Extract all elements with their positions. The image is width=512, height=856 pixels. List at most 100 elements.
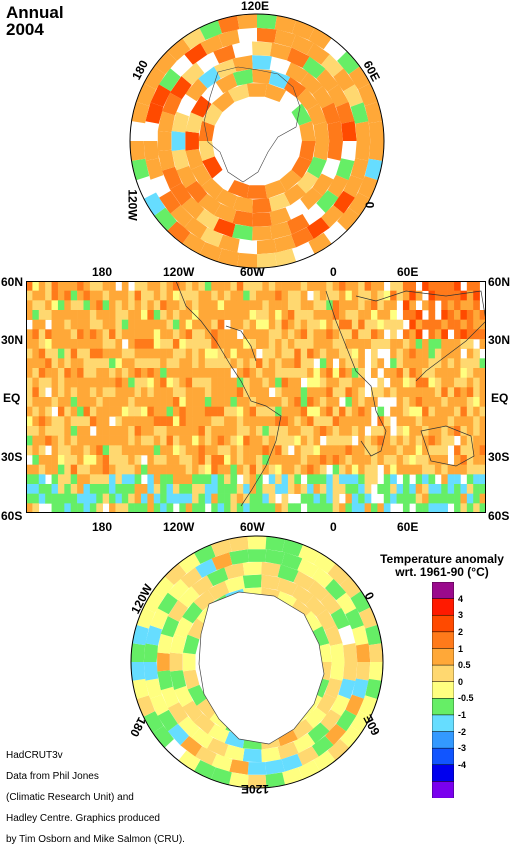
polar-cell xyxy=(355,121,371,141)
polar-cell xyxy=(247,774,267,788)
grid-cell xyxy=(313,435,321,446)
grid-cell xyxy=(256,445,263,456)
grid-cell xyxy=(109,503,116,513)
grid-cell xyxy=(319,445,327,456)
grid-cell xyxy=(300,329,308,340)
grid-cell xyxy=(479,329,486,340)
grid-cell xyxy=(147,493,155,504)
grid-cell xyxy=(70,397,78,407)
grid-cell xyxy=(249,435,257,446)
legend-label: 2 xyxy=(458,626,464,637)
grid-cell xyxy=(409,281,417,291)
grid-cell xyxy=(243,300,250,311)
anomaly-grid xyxy=(26,281,486,513)
grid-cell xyxy=(185,348,193,359)
grid-cell xyxy=(249,493,257,504)
grid-cell xyxy=(409,368,417,378)
polar-cell xyxy=(207,723,230,744)
grid-cell xyxy=(415,464,423,475)
polar-cell xyxy=(169,670,187,690)
grid-cell xyxy=(172,493,180,504)
grid-cell xyxy=(32,484,40,494)
grid-cell xyxy=(153,416,161,427)
grid-cell xyxy=(281,484,289,494)
grid-cell xyxy=(294,300,302,311)
grid-cell xyxy=(294,348,302,359)
grid-cell xyxy=(326,397,333,407)
grid-cell xyxy=(217,377,225,388)
grid-cell xyxy=(211,387,218,398)
grid-cell xyxy=(185,319,193,330)
grid-cell xyxy=(153,358,161,369)
grid-cell xyxy=(390,329,397,340)
grid-cell xyxy=(428,300,436,311)
grid-cell xyxy=(275,368,282,378)
lat-label-left-30s: 30S xyxy=(1,450,23,464)
grid-cell xyxy=(134,290,142,301)
grid-cell xyxy=(351,348,359,359)
grid-cell xyxy=(230,339,238,349)
polar-cell xyxy=(174,685,193,708)
grid-cell xyxy=(307,329,314,340)
grid-cell xyxy=(275,310,282,320)
polar-cell xyxy=(330,607,351,630)
grid-cell xyxy=(185,416,193,427)
grid-cell xyxy=(454,406,461,417)
grid-cell xyxy=(345,493,353,504)
grid-cell xyxy=(447,348,455,359)
grid-cell xyxy=(38,348,46,359)
grid-cell xyxy=(256,397,263,407)
grid-cell xyxy=(102,281,110,291)
grid-cell xyxy=(109,484,116,494)
grid-cell xyxy=(141,493,148,504)
grid-cell xyxy=(185,406,193,417)
legend-label: -4 xyxy=(458,759,467,770)
grid-cell xyxy=(339,339,346,349)
grid-cell xyxy=(415,339,423,349)
polar-cell xyxy=(252,55,272,70)
south-label-120e: 120E xyxy=(241,782,270,796)
grid-cell xyxy=(147,348,155,359)
grid-cell xyxy=(217,387,225,398)
grid-cell xyxy=(224,290,231,301)
polar-cell xyxy=(308,27,332,50)
grid-cell xyxy=(243,310,250,320)
grid-cell xyxy=(281,455,289,465)
grid-cell xyxy=(179,493,187,504)
grid-cell xyxy=(262,368,270,378)
grid-cell xyxy=(32,290,40,301)
grid-cell xyxy=(371,300,378,311)
polar-cell xyxy=(217,248,240,267)
grid-cell xyxy=(198,358,206,369)
grid-cell xyxy=(96,377,103,388)
polar-cell xyxy=(136,607,155,629)
polar-cell xyxy=(212,90,235,113)
polar-cell xyxy=(292,20,315,40)
grid-cell xyxy=(275,426,282,436)
grid-cell xyxy=(422,493,429,504)
grid-cell xyxy=(371,435,378,446)
polar-cell xyxy=(136,695,155,717)
grid-cell xyxy=(96,310,103,320)
grid-cell xyxy=(121,368,129,378)
grid-cell xyxy=(192,503,199,513)
grid-cell xyxy=(38,397,46,407)
grid-cell xyxy=(192,416,199,427)
legend-label: -0.5 xyxy=(458,693,474,704)
grid-cell xyxy=(294,310,302,320)
grid-cell xyxy=(70,435,78,446)
grid-cell xyxy=(109,358,116,369)
grid-cell xyxy=(396,445,404,456)
grid-cell xyxy=(319,484,327,494)
grid-cell xyxy=(236,310,244,320)
grid-cell xyxy=(230,474,238,485)
grid-cell xyxy=(121,310,129,320)
grid-cell xyxy=(102,406,110,417)
grid-cell xyxy=(160,426,167,436)
grid-cell xyxy=(409,484,417,494)
grid-cell xyxy=(121,377,129,388)
grid-cell xyxy=(377,503,385,513)
grid-cell xyxy=(441,435,448,446)
grid-cell xyxy=(300,445,308,456)
grid-cell xyxy=(89,310,97,320)
